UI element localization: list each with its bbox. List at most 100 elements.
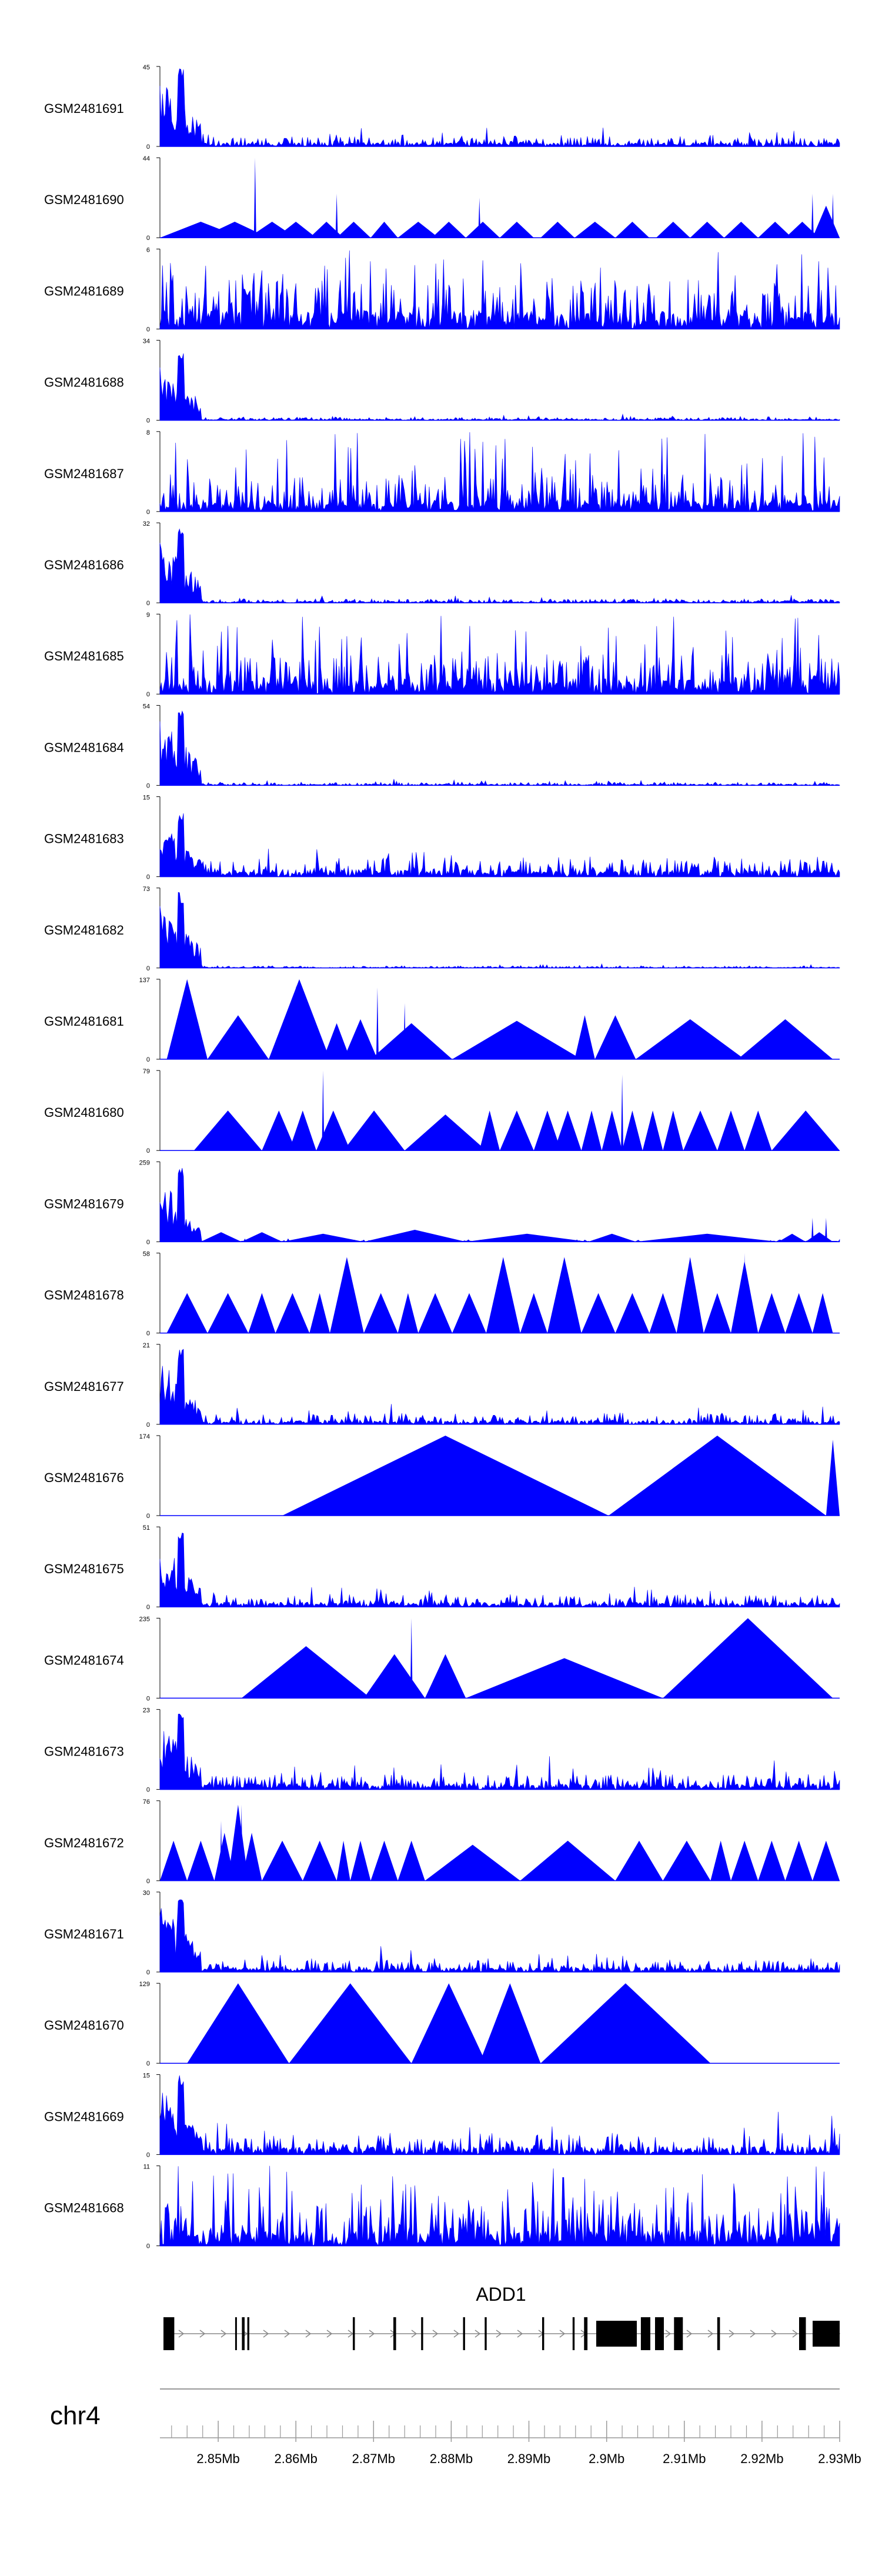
coverage-peak — [758, 222, 793, 238]
coverage-area — [159, 710, 840, 786]
track-GSM2481669: GSM2481669 15 0 — [44, 2072, 840, 2158]
coverage-peak — [615, 1293, 650, 1333]
track-label: GSM2481674 — [44, 1653, 124, 1667]
coverage-peak — [343, 1110, 405, 1151]
strand-arrow — [707, 2330, 714, 2338]
coverage-peak — [785, 1840, 813, 1881]
y-max-label: 34 — [143, 338, 150, 345]
strand-arrow — [432, 2330, 439, 2338]
axis-tick-label: 2.93Mb — [818, 2451, 861, 2466]
track-label: GSM2481675 — [44, 1561, 124, 1576]
gene-exon — [717, 2317, 720, 2350]
y-min-label: 0 — [146, 600, 150, 607]
coverage-area — [159, 2165, 840, 2247]
track-GSM2481679: GSM2481679 259 0 — [44, 1159, 840, 1246]
coverage-area — [159, 528, 840, 603]
coverage-spike — [240, 1804, 243, 1881]
coverage-peak — [370, 222, 398, 238]
coverage-peak — [690, 222, 724, 238]
gene-exon — [640, 2317, 650, 2350]
track-GSM2481671: GSM2481671 30 0 — [44, 1890, 840, 1976]
y-min-label: 0 — [146, 1878, 150, 1885]
coverage-peak — [363, 1654, 425, 1699]
gene-exon — [353, 2317, 355, 2350]
gene-exon — [235, 2317, 237, 2350]
coverage-peak — [228, 1804, 249, 1881]
coverage-peak — [812, 1293, 833, 1333]
axis-tick-label: 2.91Mb — [663, 2451, 706, 2466]
track-label: GSM2481683 — [44, 832, 124, 846]
y-min-label: 0 — [146, 1695, 150, 1702]
gene-exon — [799, 2317, 806, 2350]
y-min-label: 0 — [146, 1147, 150, 1154]
coverage-spike — [478, 198, 481, 238]
coverage-peak — [343, 1019, 377, 1059]
coverage-peak — [663, 1110, 684, 1151]
coverage-spike — [220, 1820, 222, 1881]
gene-exon — [674, 2317, 683, 2350]
coverage-peak — [397, 1293, 419, 1333]
gene-exon — [655, 2317, 664, 2350]
y-min-label: 0 — [146, 691, 150, 698]
coverage-peak — [207, 1293, 249, 1333]
y-max-label: 54 — [143, 703, 150, 710]
coverage-peak — [615, 222, 650, 238]
coverage-peak — [330, 1257, 364, 1333]
axis-tick-label: 2.92Mb — [740, 2451, 783, 2466]
track-label: GSM2481671 — [44, 1927, 124, 1941]
track-GSM2481690: GSM2481690 44 0 — [44, 155, 840, 242]
coverage-peak — [425, 1844, 520, 1881]
coverage-peak — [350, 1840, 371, 1881]
coverage-peak — [717, 1110, 745, 1151]
coverage-peak — [241, 1833, 262, 1881]
chromosome-label: chr4 — [50, 2401, 101, 2430]
track-GSM2481691: GSM2481691 45 0 — [44, 64, 840, 151]
gene-name-label: ADD1 — [476, 2284, 526, 2305]
coverage-peak — [432, 222, 466, 238]
track-label: GSM2481691 — [44, 101, 124, 116]
y-max-label: 44 — [143, 155, 150, 162]
coverage-peak — [737, 1019, 833, 1059]
coverage-peak — [594, 1015, 636, 1059]
track-GSM2481668: GSM2481668 11 0 — [44, 2164, 840, 2250]
coverage-peak — [649, 1293, 677, 1333]
coverage-peak — [744, 1110, 772, 1151]
coverage-area — [159, 68, 840, 147]
coverage-peak — [166, 1293, 208, 1333]
coverage-peak — [241, 1646, 371, 1699]
track-GSM2481688: GSM2481688 34 0 — [44, 338, 840, 425]
coverage-peak — [588, 1233, 636, 1242]
coverage-peak — [703, 1293, 731, 1333]
strand-arrow — [686, 2330, 693, 2338]
y-max-label: 129 — [139, 1981, 150, 1988]
gene-exon — [485, 2317, 487, 2350]
coverage-peak — [486, 1257, 520, 1333]
coverage-peak — [452, 1293, 486, 1333]
coverage-peak — [663, 1840, 711, 1881]
genome-axis: chr4 2.85Mb 2.86Mb 2.87Mb 2.88Mb 2.89Mb 2.9Mb… — [50, 2388, 861, 2466]
coverage-peak — [500, 222, 534, 238]
gene-exon — [242, 2317, 245, 2350]
coverage-peak — [636, 1233, 779, 1242]
strand-arrow — [453, 2330, 460, 2338]
coverage-spike — [831, 193, 834, 238]
coverage-peak — [466, 1233, 589, 1242]
strand-arrow — [284, 2330, 290, 2338]
track-GSM2481677: GSM2481677 21 0 — [44, 1342, 840, 1429]
y-max-label: 76 — [143, 1798, 150, 1806]
coverage-peak — [370, 1023, 453, 1059]
y-max-label: 259 — [139, 1159, 150, 1166]
track-GSM2481689: GSM2481689 6 0 — [44, 246, 840, 333]
coverage-peak — [533, 1110, 561, 1151]
coverage-peak — [282, 1233, 364, 1242]
y-max-label: 11 — [143, 2164, 150, 2171]
strand-arrow — [475, 2330, 481, 2338]
coverage-peak — [187, 1983, 289, 2064]
coverage-peak — [309, 1293, 330, 1333]
track-GSM2481674: GSM2481674 235 0 — [44, 1616, 840, 1702]
coverage-peak — [269, 979, 330, 1059]
y-min-label: 0 — [146, 1330, 150, 1337]
coverage-peak — [574, 222, 616, 238]
coverage-peak — [574, 1015, 595, 1059]
coverage-peak — [323, 1023, 350, 1059]
